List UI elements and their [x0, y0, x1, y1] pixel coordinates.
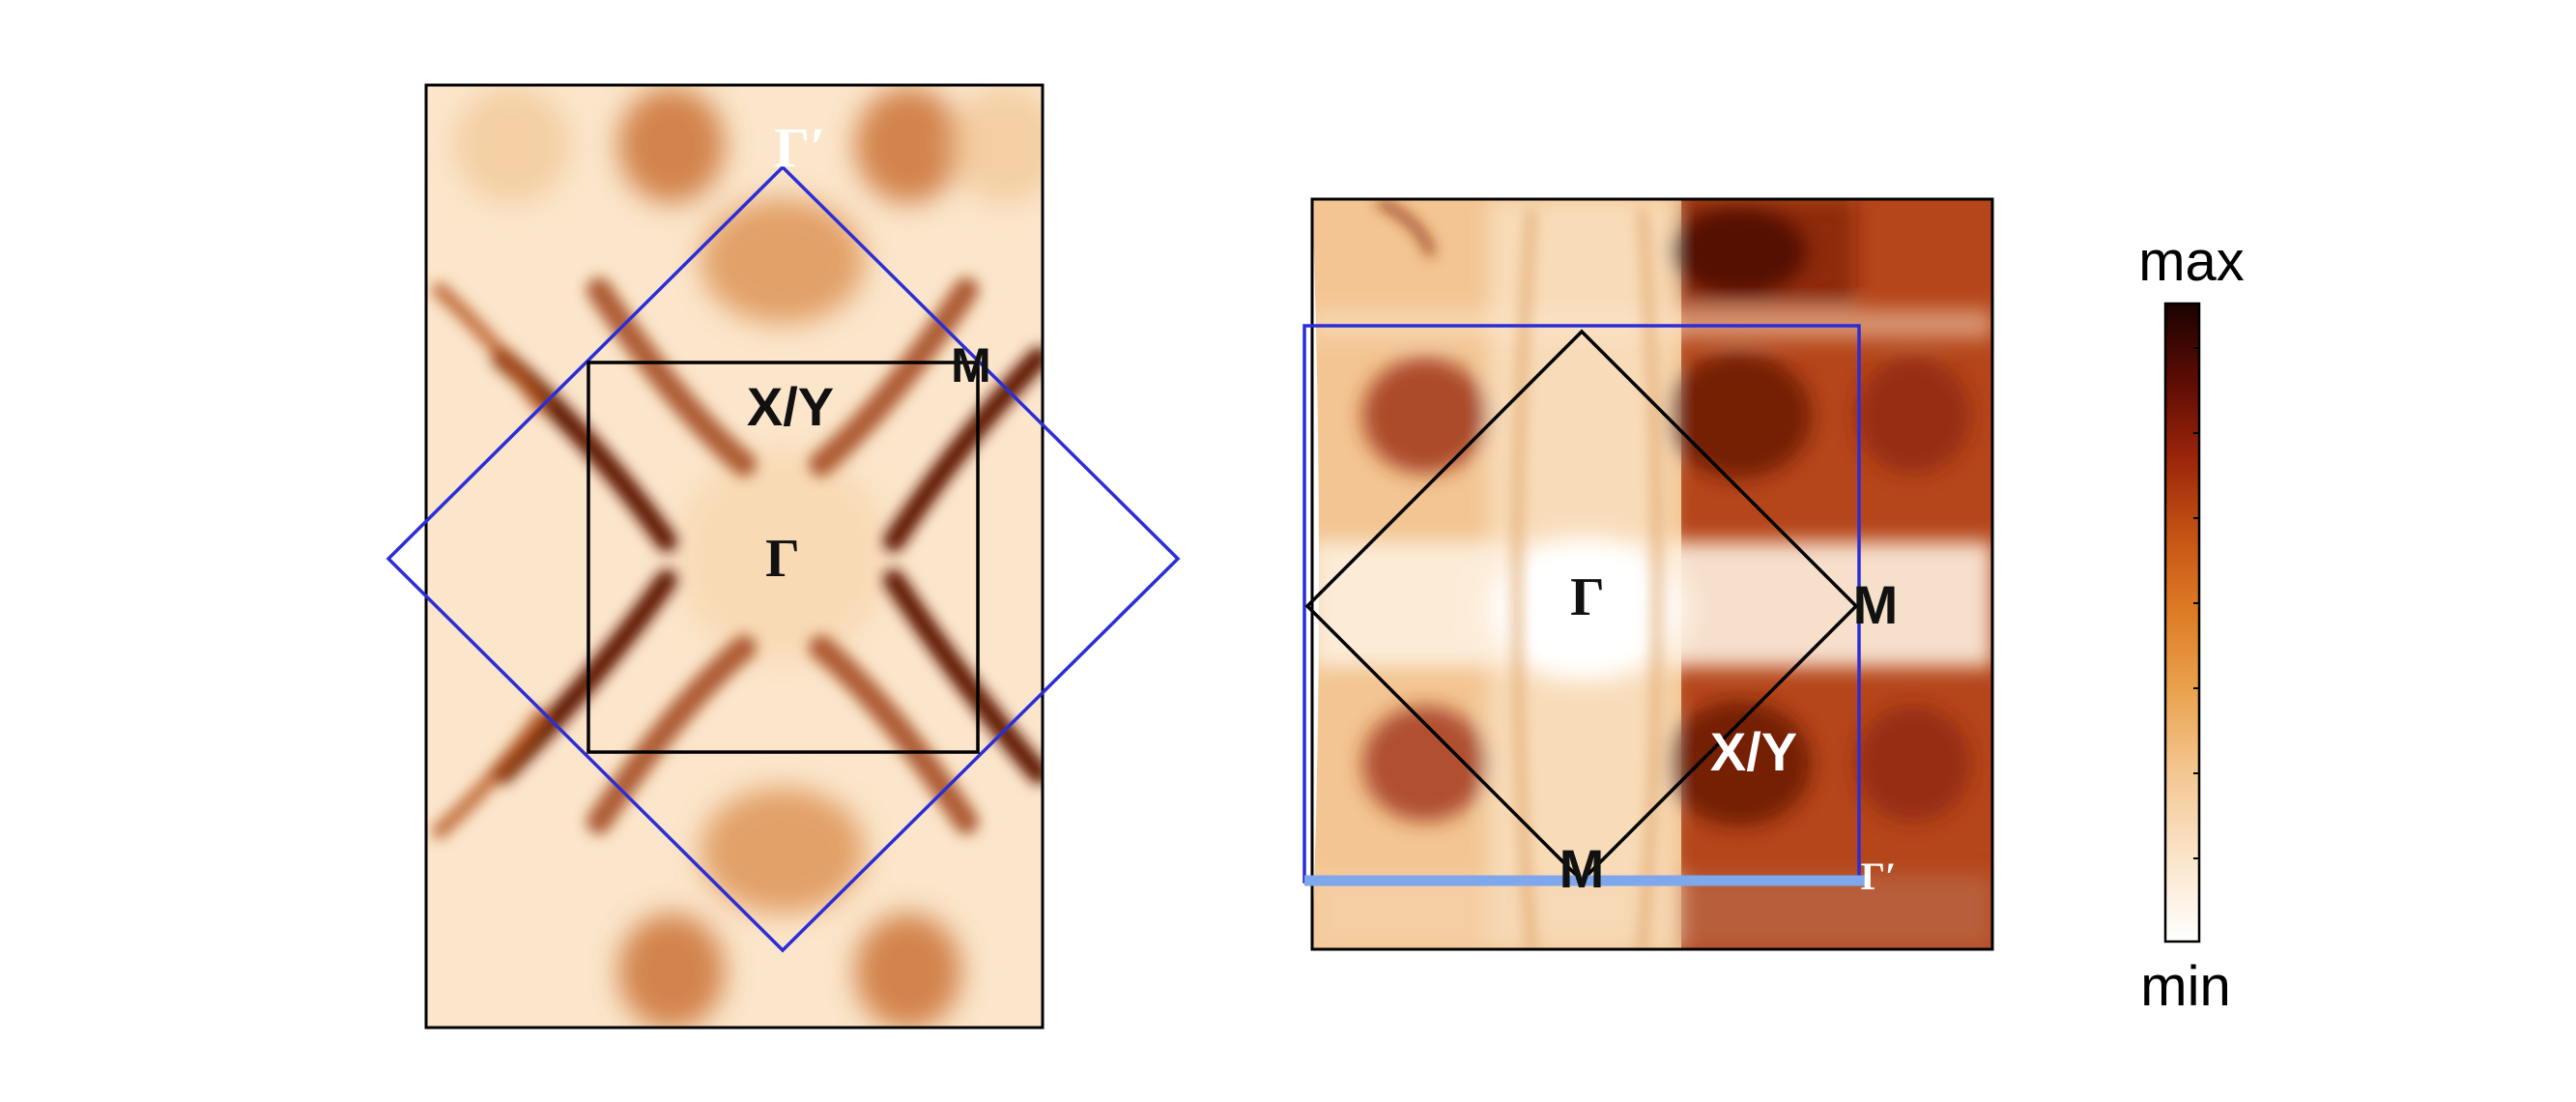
left-blue-zone-outline [386, 164, 1181, 953]
left-black-zone-outline [587, 361, 980, 754]
right-label-m-right: M [1853, 574, 1899, 635]
left-panel-frame [424, 83, 1045, 1030]
colorbar-min-label: min [2140, 955, 2230, 1018]
right-panel-frame [1310, 197, 1994, 951]
colorbar-ticks [2193, 347, 2199, 859]
right-label-gamma-prime: Γ′ [1861, 855, 1897, 898]
right-label-m-bottom: M [1560, 838, 1605, 899]
right-label-gamma: Γ [1570, 567, 1605, 627]
left-label-xy: X/Y [747, 376, 834, 437]
left-intensity-map [426, 85, 1043, 1028]
right-label-xy: X/Y [1710, 721, 1797, 782]
colorbar-gradient [2163, 302, 2201, 943]
left-label-gamma: Γ [765, 529, 800, 589]
colorbar: max min [2138, 230, 2245, 1018]
left-label-m: M [951, 338, 991, 392]
colorbar-max-label: max [2138, 230, 2245, 293]
left-label-gamma-prime: Γ′ [774, 116, 825, 179]
